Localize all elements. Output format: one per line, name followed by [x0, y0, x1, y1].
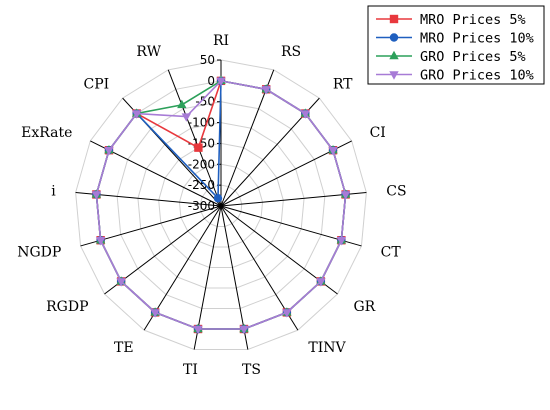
axis-label: RI	[213, 33, 229, 49]
axis-label: CPI	[83, 76, 109, 92]
axis-label: TE	[114, 340, 134, 356]
axis-label: TI	[183, 362, 198, 378]
data-point	[216, 77, 226, 87]
tick-label: -50	[195, 95, 215, 109]
grid-ring	[178, 163, 264, 248]
legend-entry: GRO Prices 10%	[420, 68, 534, 84]
tick-label: -100	[188, 116, 215, 130]
data-point	[194, 143, 203, 152]
grid-ring	[137, 122, 305, 289]
axis-label: RT	[333, 76, 353, 92]
legend-entry: GRO Prices 5%	[420, 49, 526, 65]
tick-label: 0	[207, 74, 215, 88]
data-point	[389, 71, 399, 80]
data-point	[91, 191, 102, 200]
axis-label: GR	[353, 299, 375, 315]
axis-label: TINV	[308, 340, 346, 356]
axis-label: ExRate	[21, 125, 72, 141]
axis-label: RW	[136, 44, 161, 60]
data-point	[213, 194, 223, 203]
data-point	[193, 325, 203, 335]
grid-ring	[158, 142, 284, 269]
data-point	[316, 278, 326, 287]
axis-label: CI	[370, 125, 386, 141]
series	[91, 77, 351, 335]
grid-ring	[75, 59, 367, 351]
legend: MRO Prices 5% MRO Prices 10% GRO Prices 5%…	[367, 5, 545, 85]
grid-ring	[199, 184, 243, 228]
legend-entry: MRO Prices 5%	[420, 12, 526, 28]
data-point	[328, 147, 338, 156]
axis-label: CT	[381, 244, 402, 260]
data-point	[95, 237, 106, 246]
data-point	[282, 309, 292, 318]
axis-label-layer: RI RS RT CI CS CT GR TINV TS TI TE RGDP NGDP i ExRate C…	[17, 33, 406, 378]
series-layer	[91, 75, 351, 335]
axis-label: NGDP	[17, 244, 61, 260]
data-point	[300, 110, 311, 119]
data-point	[389, 14, 399, 24]
data-point	[340, 191, 351, 200]
axis-label: i	[51, 184, 56, 200]
axis-label: CS	[386, 184, 406, 200]
data-point	[104, 147, 114, 156]
axis-label: TS	[242, 362, 261, 378]
tick-label: -200	[188, 157, 215, 171]
axis-label: RGDP	[46, 299, 88, 315]
data-point	[177, 99, 187, 109]
axis-label: RS	[281, 44, 301, 60]
data-point	[389, 33, 399, 42]
legend-entry: MRO Prices 10%	[420, 31, 534, 47]
tick-label: -300	[188, 199, 215, 213]
data-point	[116, 278, 126, 287]
grid-ring	[116, 101, 326, 310]
data-point	[131, 110, 142, 119]
data-point	[181, 113, 192, 122]
axis-spoke	[167, 69, 222, 207]
tick-label: 50	[200, 53, 215, 67]
data-point	[239, 325, 249, 335]
data-point	[389, 50, 399, 60]
data-point	[261, 86, 271, 95]
series-line	[95, 79, 347, 330]
data-point	[150, 309, 160, 318]
data-point	[336, 237, 347, 246]
